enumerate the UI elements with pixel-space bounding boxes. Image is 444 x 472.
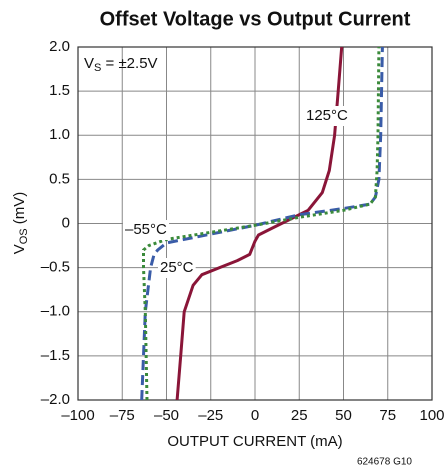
series-label: 125°C <box>306 107 348 124</box>
x-axis-label: OUTPUT CURRENT (mA) <box>167 433 342 450</box>
annotation: VS = ±2.5V <box>84 55 158 74</box>
chart-title: Offset Voltage vs Output Current <box>100 8 411 30</box>
series-line <box>175 47 344 400</box>
y-label-main: V <box>11 244 28 254</box>
y-axis-label: VOS (mV) <box>11 192 30 255</box>
y-tick-label: –1.0 <box>41 303 70 320</box>
x-tick-label: –100 <box>61 407 94 424</box>
y-label-unit: (mV) <box>11 192 28 229</box>
plot-frame <box>77 46 433 401</box>
series-label-bg <box>304 106 351 126</box>
series-label: –55°C <box>125 221 167 238</box>
series-line <box>142 47 381 400</box>
y-tick-label: 0.5 <box>49 170 70 187</box>
x-tick-label: 0 <box>251 407 259 424</box>
annotation-bg <box>80 48 160 80</box>
series-label-bg <box>158 258 196 278</box>
y-tick-label: –0.5 <box>41 259 70 276</box>
x-tick-label: 75 <box>379 407 396 424</box>
x-tick-label: –25 <box>198 407 223 424</box>
y-tick-label: 2.0 <box>49 38 70 55</box>
y-tick-label: –2.0 <box>41 391 70 408</box>
series-label: 25°C <box>160 259 194 276</box>
footnote: 624678 G10 <box>357 457 412 468</box>
annotation-part: V <box>84 55 94 72</box>
y-tick-label: –1.5 <box>41 347 70 364</box>
x-tick-label: –75 <box>110 407 135 424</box>
y-tick-label: 1.5 <box>49 82 70 99</box>
annotation-part: S <box>94 62 101 74</box>
series-line <box>140 47 384 400</box>
annotation-part: = ±2.5V <box>101 55 157 72</box>
x-tick-label: 25 <box>291 407 308 424</box>
x-tick-label: 50 <box>335 407 352 424</box>
y-tick-label: 1.0 <box>49 126 70 143</box>
x-tick-label: –50 <box>154 407 179 424</box>
x-tick-label: 100 <box>419 407 444 424</box>
y-label-sub: OS <box>18 228 30 244</box>
y-tick-label: 0 <box>62 214 70 231</box>
series-label-bg <box>123 220 170 240</box>
